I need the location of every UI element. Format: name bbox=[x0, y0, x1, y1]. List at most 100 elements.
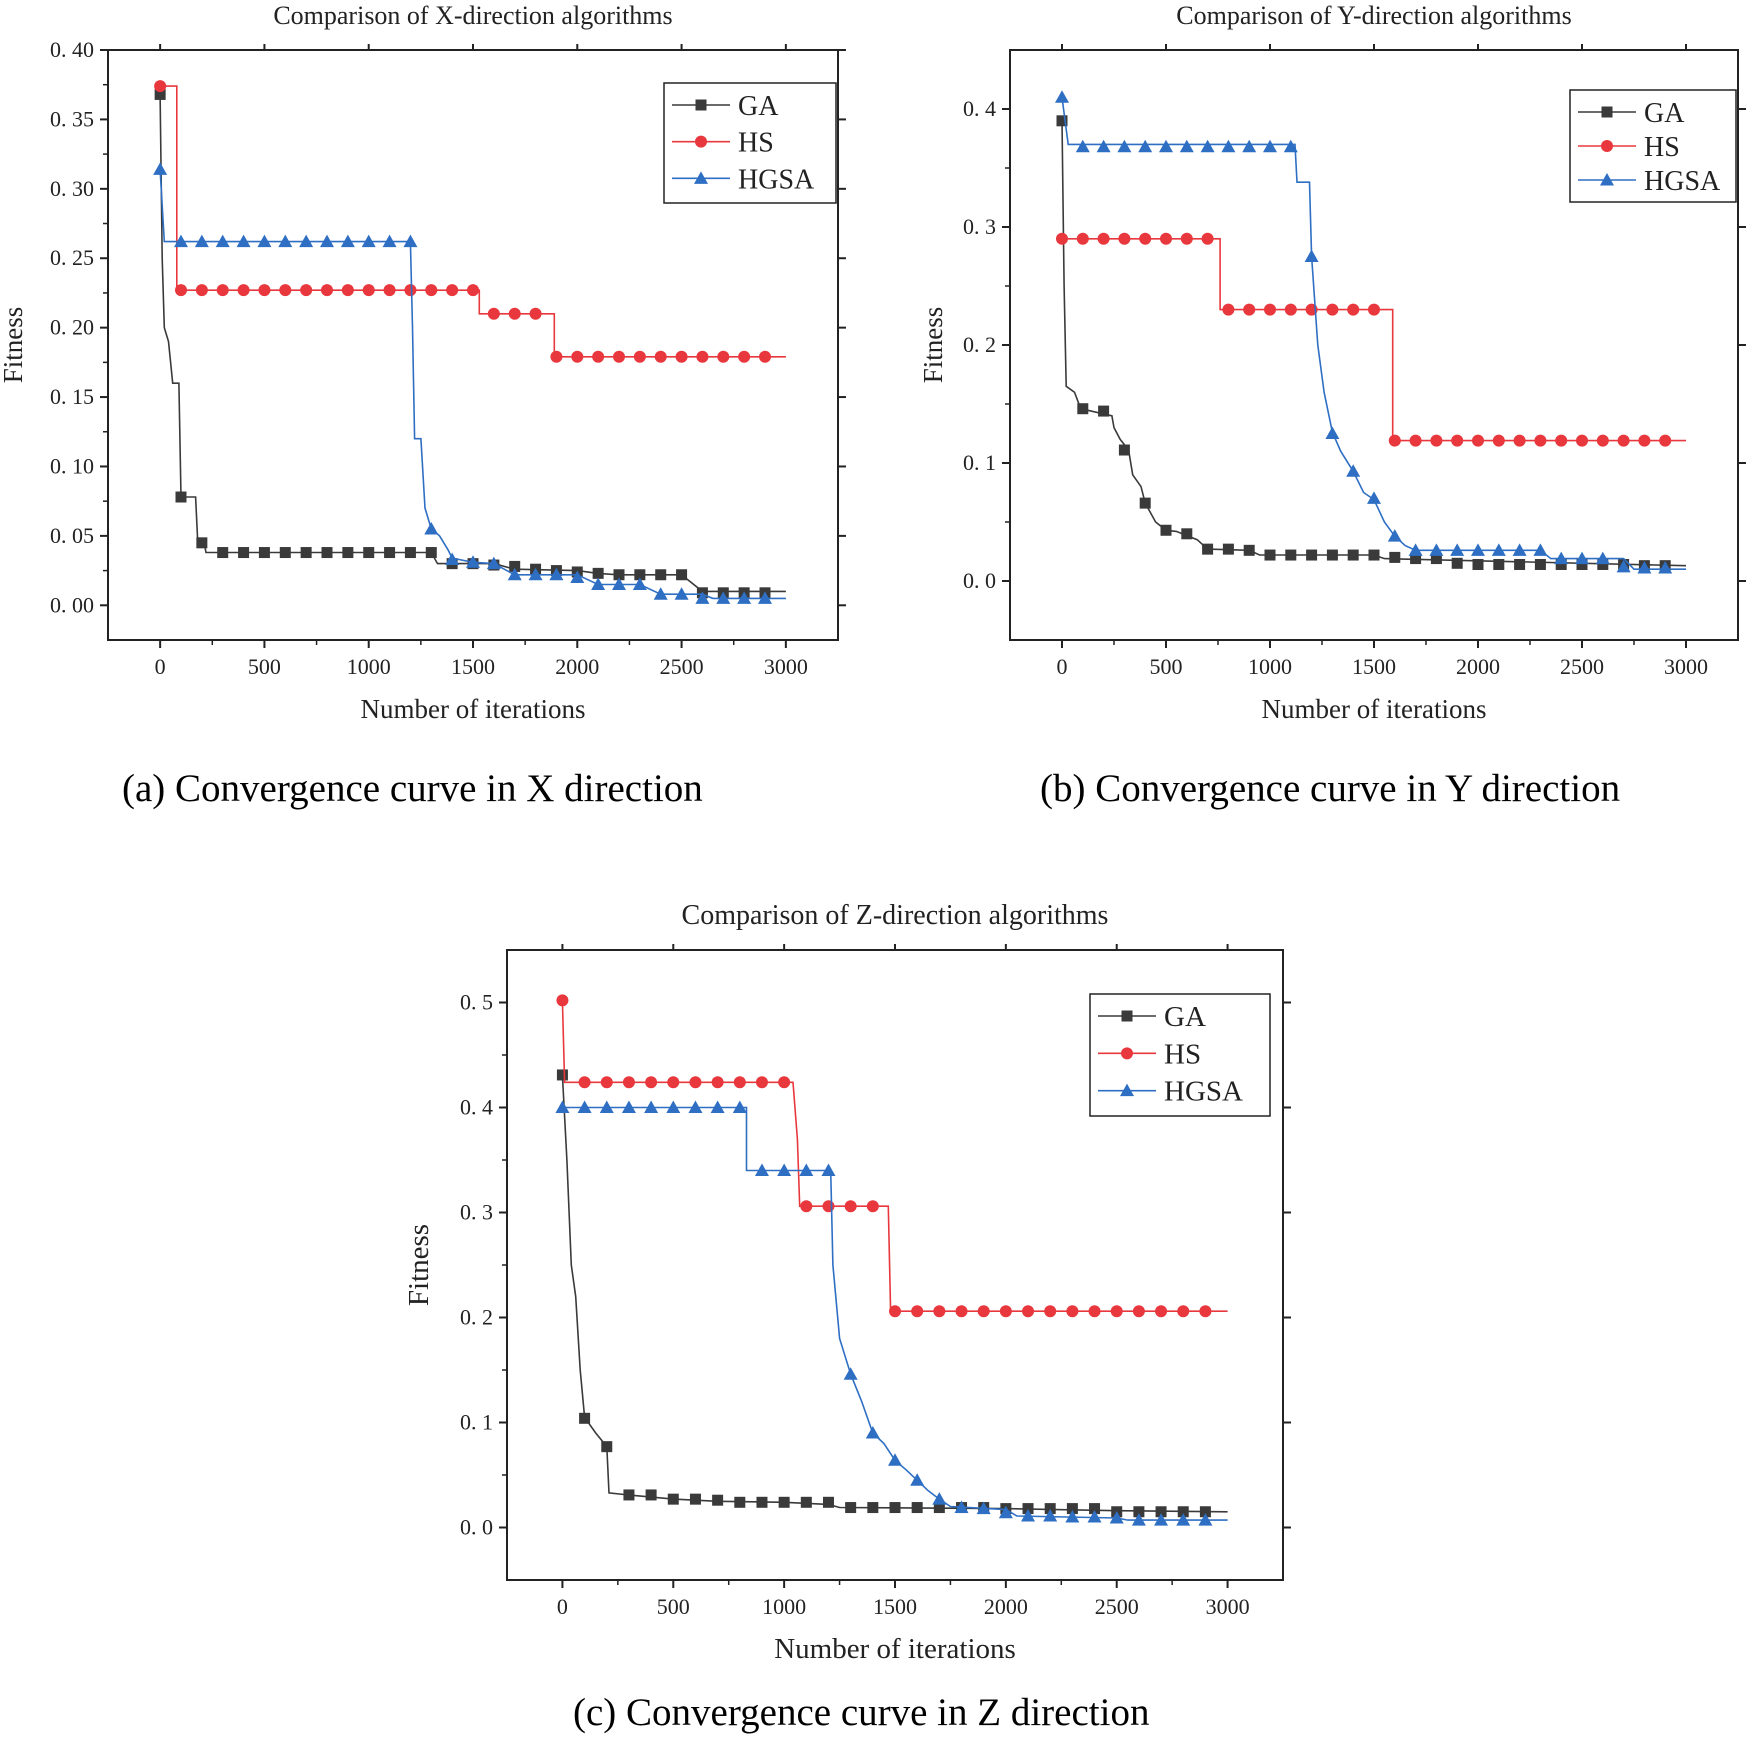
ga-marker bbox=[667, 1493, 679, 1505]
hs-marker bbox=[341, 284, 354, 297]
hs-marker bbox=[645, 1076, 658, 1089]
x-tick-label: 3000 bbox=[1664, 654, 1708, 679]
ga-marker bbox=[1098, 405, 1110, 417]
ga-marker bbox=[342, 547, 354, 559]
hgsa-marker bbox=[910, 1473, 925, 1486]
ga-marker bbox=[1493, 558, 1505, 570]
hgsa-marker bbox=[843, 1367, 858, 1380]
ga-marker bbox=[645, 1489, 657, 1501]
x-tick-label: 3000 bbox=[764, 654, 808, 679]
y-axis-label: Fitness bbox=[918, 307, 948, 384]
series-hgsa bbox=[153, 162, 786, 604]
legend-label-hs: HS bbox=[1644, 132, 1680, 163]
x-tick-label: 2000 bbox=[1456, 654, 1500, 679]
ga-marker bbox=[1121, 1010, 1133, 1022]
ga-marker bbox=[867, 1502, 879, 1514]
caption-y: (b) Convergence curve in Y direction bbox=[1040, 767, 1621, 810]
y-tick-label: 0. 10 bbox=[50, 453, 94, 478]
series-hgsa bbox=[1055, 90, 1686, 574]
hgsa-marker bbox=[1408, 543, 1423, 556]
caption-x: (a) Convergence curve in X direction bbox=[122, 767, 703, 810]
hgsa-marker bbox=[821, 1163, 836, 1176]
y-tick-label: 0. 4 bbox=[963, 96, 996, 121]
hs-marker bbox=[933, 1305, 946, 1318]
hs-marker bbox=[1492, 434, 1505, 447]
ga-marker bbox=[1133, 1506, 1145, 1518]
ga-marker bbox=[1285, 549, 1297, 561]
hs-marker bbox=[1596, 434, 1609, 447]
hgsa-marker bbox=[1021, 1508, 1036, 1522]
hs-marker bbox=[711, 1076, 724, 1089]
hgsa-marker bbox=[599, 1100, 614, 1113]
series-ga bbox=[556, 1069, 1228, 1518]
hs-marker bbox=[321, 284, 333, 297]
hgsa-marker bbox=[777, 1163, 792, 1176]
hgsa-marker bbox=[666, 1100, 681, 1113]
hs-marker bbox=[613, 350, 625, 363]
hs-marker bbox=[1513, 434, 1526, 447]
ga-marker bbox=[695, 99, 707, 111]
chart-panel-z: 0 500 1000 1500 2000 2500 3000 0. 0 0. 1 0. 2 0. 3… bbox=[390, 890, 1310, 1680]
ga-marker bbox=[425, 547, 437, 559]
hgsa-marker bbox=[612, 577, 626, 590]
hgsa-marker bbox=[1131, 1513, 1146, 1526]
y-tick-label: 0. 5 bbox=[460, 990, 493, 1015]
hgsa-marker bbox=[236, 234, 251, 248]
hs-marker bbox=[1022, 1305, 1035, 1318]
x-tick-label: 500 bbox=[657, 1594, 690, 1619]
ga-marker bbox=[1118, 444, 1130, 456]
hs-marker bbox=[1638, 434, 1651, 447]
ga-marker bbox=[1326, 549, 1338, 561]
hgsa-marker bbox=[1263, 139, 1277, 153]
ga-marker bbox=[1430, 553, 1442, 565]
chart-title: Comparison of X-direction algorithms bbox=[273, 1, 672, 30]
ga-marker bbox=[1243, 544, 1255, 556]
legend-label-ga: GA bbox=[1644, 98, 1685, 129]
y-tick-label: 0. 2 bbox=[963, 332, 996, 357]
x-tick-label: 2500 bbox=[660, 654, 704, 679]
ga-marker bbox=[1306, 549, 1318, 561]
hgsa-marker bbox=[1075, 139, 1090, 153]
hgsa-marker bbox=[424, 521, 439, 535]
hgsa-marker bbox=[653, 587, 668, 600]
y-tick-label: 0. 4 bbox=[460, 1095, 493, 1120]
x-tick-label: 2000 bbox=[555, 654, 599, 679]
x-tick-label: 2000 bbox=[984, 1594, 1028, 1619]
hs-marker bbox=[822, 1200, 835, 1213]
hs-marker bbox=[1066, 1305, 1079, 1318]
hs-marker bbox=[800, 1200, 813, 1213]
hs-marker bbox=[667, 1076, 680, 1089]
hs-marker bbox=[1243, 303, 1256, 316]
x-tick-label: 1000 bbox=[347, 654, 391, 679]
ga-marker bbox=[845, 1502, 857, 1514]
hs-marker bbox=[571, 350, 584, 363]
hs-marker bbox=[1180, 232, 1193, 245]
y-tick-label: 0. 0 bbox=[460, 1515, 493, 1540]
hs-marker bbox=[237, 284, 250, 297]
hs-marker bbox=[654, 350, 667, 363]
hs-marker bbox=[1132, 1305, 1145, 1318]
hgsa-marker bbox=[194, 234, 209, 248]
ga-marker bbox=[1155, 1506, 1167, 1518]
ga-marker bbox=[258, 547, 270, 559]
x-tick-label: 2500 bbox=[1560, 654, 1604, 679]
ga-marker bbox=[1056, 115, 1068, 127]
ga-marker bbox=[689, 1493, 701, 1505]
hs-marker bbox=[195, 284, 208, 297]
hgsa-marker bbox=[1658, 561, 1673, 574]
y-tick-label: 0. 15 bbox=[50, 384, 94, 409]
hs-marker bbox=[844, 1200, 857, 1213]
hs-marker bbox=[1199, 1305, 1212, 1318]
hgsa-marker bbox=[507, 567, 522, 581]
hs-marker bbox=[279, 284, 292, 297]
hgsa-marker bbox=[403, 234, 418, 248]
hs-marker bbox=[733, 1076, 746, 1089]
hgsa-marker bbox=[976, 1501, 991, 1515]
hgsa-marker bbox=[1346, 464, 1361, 477]
ga-marker bbox=[933, 1502, 945, 1514]
hgsa-marker bbox=[1096, 139, 1111, 153]
hgsa-marker bbox=[1179, 139, 1194, 153]
hs-marker bbox=[1160, 232, 1172, 245]
hgsa-marker bbox=[153, 162, 168, 175]
